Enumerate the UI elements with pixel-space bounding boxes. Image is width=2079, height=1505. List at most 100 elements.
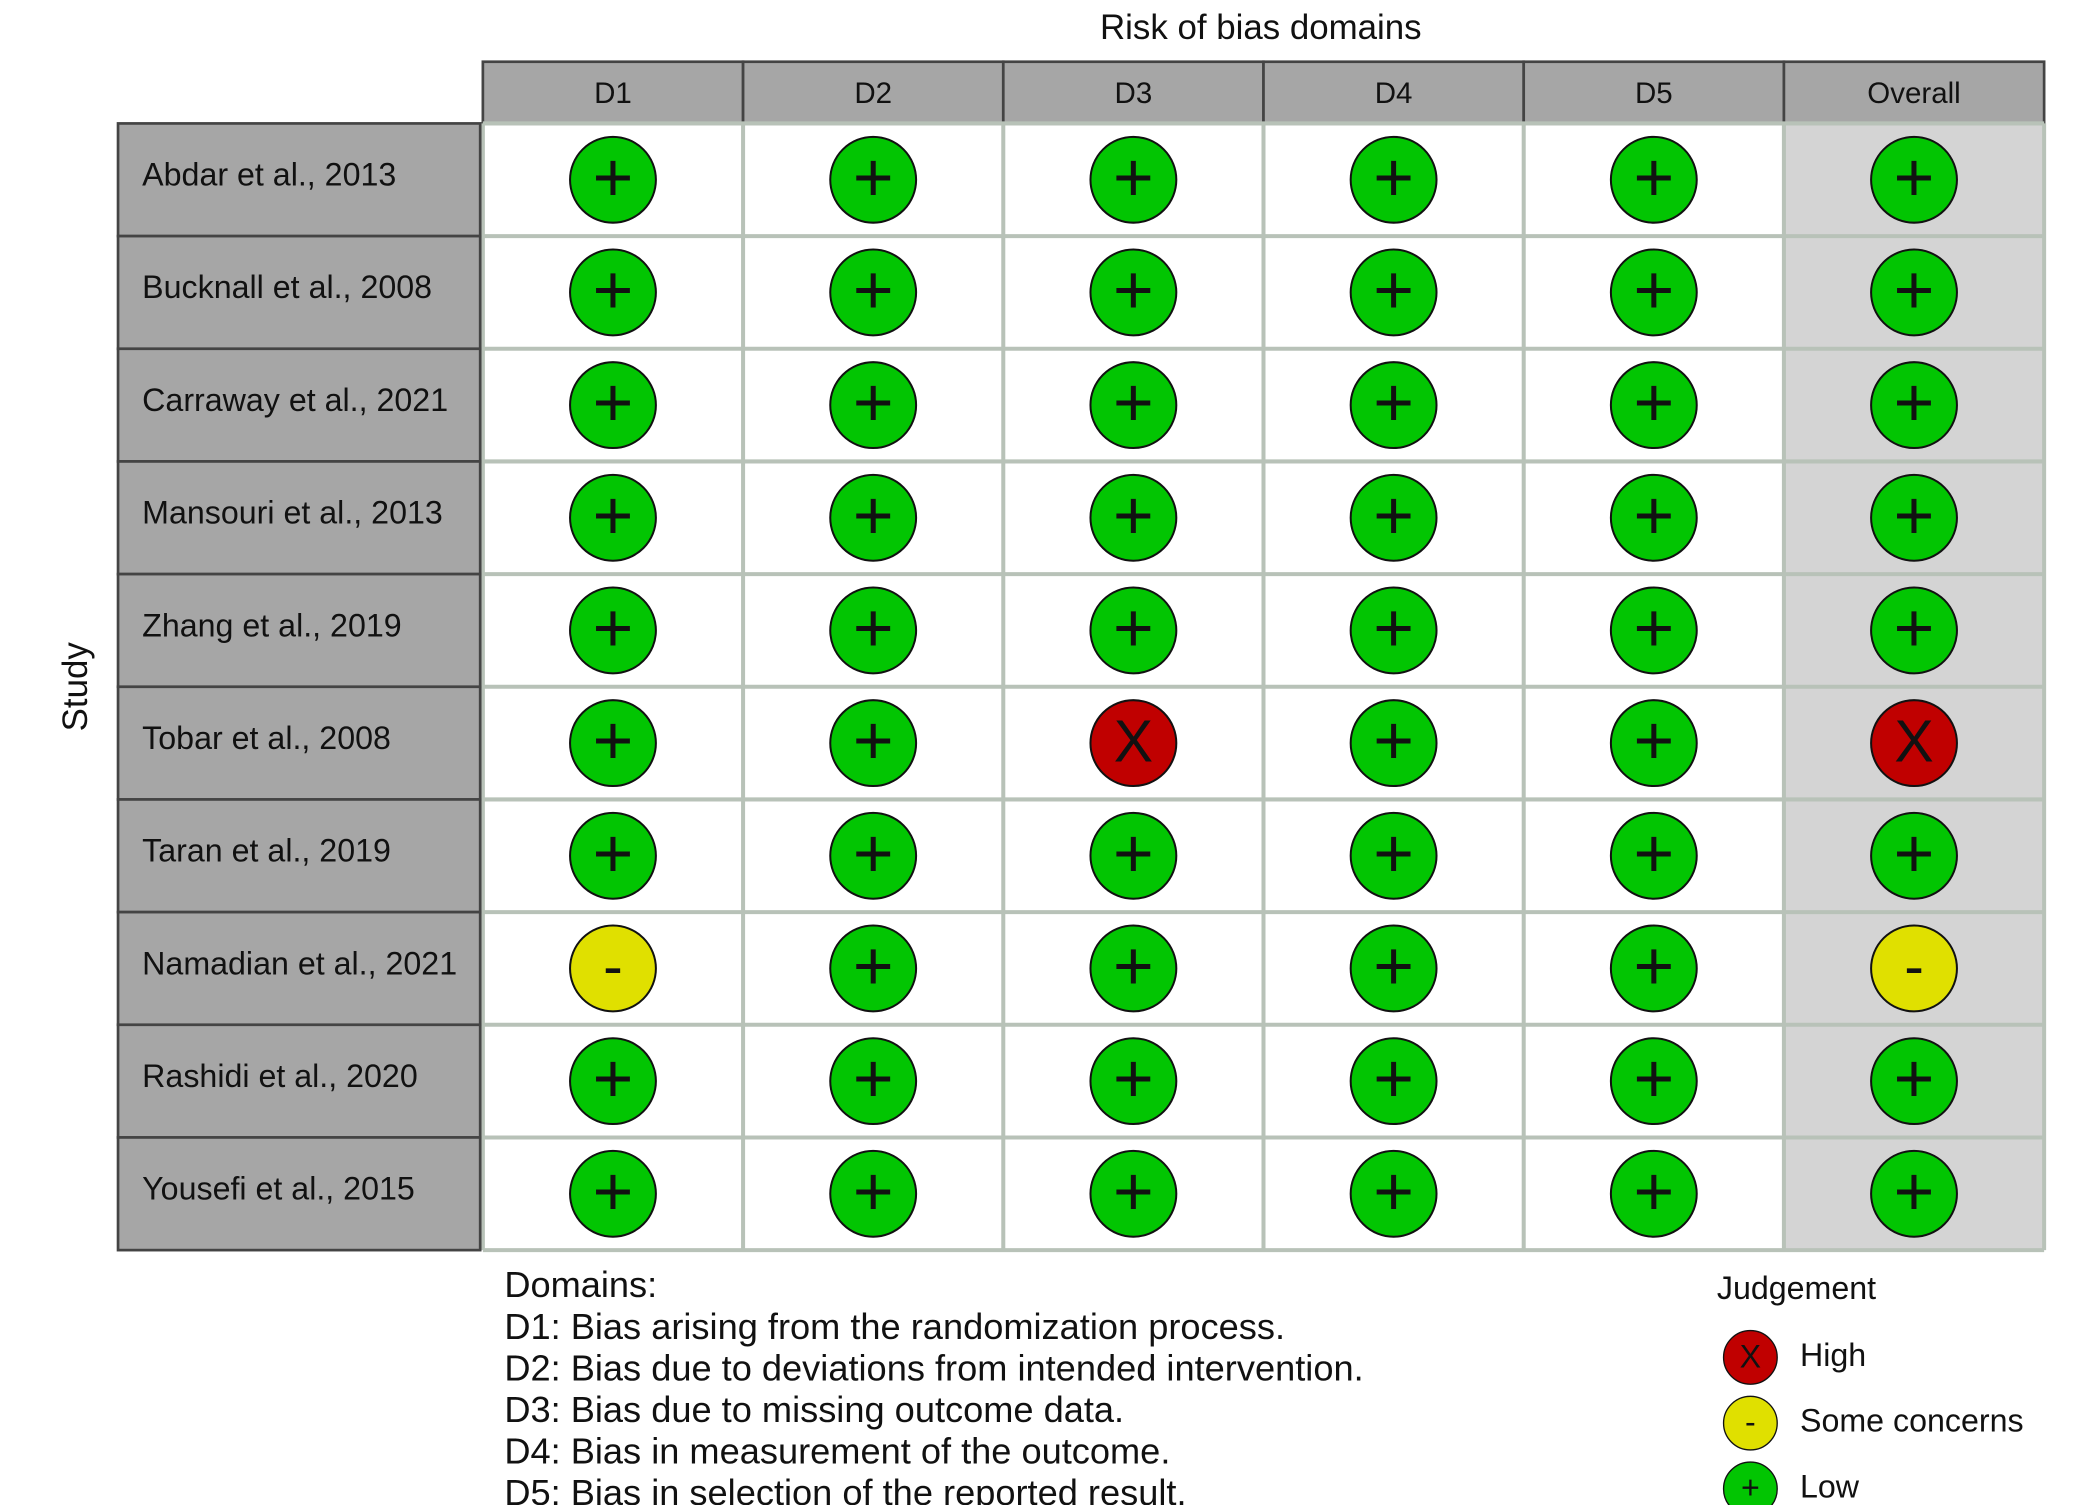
legend-symbol: X bbox=[1740, 1338, 1761, 1374]
judgement-symbol: + bbox=[1113, 476, 1154, 554]
judgement-circle bbox=[1349, 699, 1438, 788]
judgement-circle bbox=[1349, 586, 1438, 675]
study-cell bbox=[116, 347, 482, 463]
judgement-circle bbox=[1089, 1037, 1178, 1126]
judgement-symbol: + bbox=[1113, 814, 1154, 892]
judgement-circle bbox=[569, 924, 657, 1013]
judgement-symbol: + bbox=[1373, 927, 1414, 1005]
domain-description: D2: Bias due to deviations from intended… bbox=[504, 1347, 1363, 1388]
judgement-circle bbox=[829, 1037, 918, 1126]
judgement-circle bbox=[1349, 924, 1438, 1013]
domain-description: D4: Bias in measurement of the outcome. bbox=[504, 1431, 1170, 1472]
legend-title: Judgement bbox=[1717, 1270, 1876, 1306]
study-cell bbox=[116, 460, 482, 576]
judgement-circle bbox=[1349, 473, 1438, 562]
judgement-symbol: + bbox=[1633, 701, 1674, 779]
legend-swatch bbox=[1722, 1461, 1778, 1505]
judgement-circle bbox=[1349, 811, 1438, 900]
judgement-symbol: + bbox=[593, 814, 634, 892]
judgement-symbol: + bbox=[1894, 814, 1935, 892]
judgement-symbol: + bbox=[853, 701, 894, 779]
judgement-symbol: + bbox=[1633, 138, 1674, 216]
judgement-symbol: + bbox=[593, 701, 634, 779]
legend-symbol: + bbox=[1741, 1470, 1760, 1505]
legend-symbol: - bbox=[1745, 1404, 1756, 1440]
judgement-symbol: + bbox=[1113, 589, 1154, 667]
judgement-circle bbox=[569, 135, 657, 224]
judgement-circle bbox=[829, 586, 918, 675]
study-label: Carraway et al., 2021 bbox=[142, 382, 448, 418]
judgement-symbol: + bbox=[1373, 251, 1414, 329]
column-header: Overall bbox=[1867, 77, 1960, 110]
judgement-circle bbox=[829, 1149, 918, 1238]
judgement-circle bbox=[1089, 699, 1178, 788]
judgement-circle bbox=[829, 699, 918, 788]
judgement-symbol: + bbox=[593, 1152, 634, 1230]
judgement-circle bbox=[829, 248, 918, 337]
judgement-symbol: + bbox=[853, 1039, 894, 1117]
judgement-circle bbox=[1870, 586, 1958, 675]
judgement-symbol: + bbox=[1113, 927, 1154, 1005]
domain-description: D1: Bias arising from the randomization … bbox=[504, 1306, 1285, 1347]
judgement-symbol: - bbox=[603, 934, 623, 1000]
judgement-symbol: X bbox=[1114, 708, 1153, 774]
judgement-symbol: + bbox=[1373, 814, 1414, 892]
judgement-symbol: + bbox=[1633, 1039, 1674, 1117]
judgement-circle bbox=[1089, 135, 1178, 224]
judgement-circle bbox=[569, 1149, 657, 1238]
legend-swatch bbox=[1722, 1395, 1778, 1451]
judgement-symbol: + bbox=[1373, 701, 1414, 779]
judgement-symbol: + bbox=[853, 814, 894, 892]
domain-description: D5: Bias in selection of the reported re… bbox=[504, 1472, 1186, 1505]
judgement-circle bbox=[1609, 924, 1698, 1013]
judgement-circle bbox=[829, 361, 918, 450]
judgement-circle bbox=[1870, 135, 1958, 224]
study-label: Yousefi et al., 2015 bbox=[142, 1171, 415, 1207]
judgement-symbol: + bbox=[593, 1039, 634, 1117]
judgement-circle bbox=[1609, 361, 1698, 450]
study-cell bbox=[116, 798, 482, 914]
judgement-symbol: + bbox=[1633, 589, 1674, 667]
judgement-circle bbox=[1609, 811, 1698, 900]
judgement-symbol: + bbox=[593, 138, 634, 216]
judgement-circle bbox=[1870, 924, 1958, 1013]
judgement-symbol: + bbox=[853, 927, 894, 1005]
judgement-circle bbox=[569, 586, 657, 675]
judgement-circle bbox=[1089, 924, 1178, 1013]
judgement-symbol: + bbox=[1373, 1152, 1414, 1230]
judgement-symbol: + bbox=[1113, 1039, 1154, 1117]
judgement-circle bbox=[829, 811, 918, 900]
judgement-circle bbox=[569, 361, 657, 450]
study-cell bbox=[116, 910, 482, 1027]
judgement-circle bbox=[1609, 699, 1698, 788]
judgement-circle bbox=[1609, 586, 1698, 675]
judgement-circle bbox=[569, 811, 657, 900]
judgement-symbol: + bbox=[1113, 138, 1154, 216]
judgement-circle bbox=[829, 473, 918, 562]
judgement-circle bbox=[569, 1037, 657, 1126]
judgement-symbol: + bbox=[1633, 476, 1674, 554]
judgement-circle bbox=[1349, 248, 1438, 337]
judgement-circle bbox=[1609, 1149, 1698, 1238]
study-label: Rashidi et al., 2020 bbox=[142, 1058, 418, 1094]
judgement-circle bbox=[1609, 248, 1698, 337]
judgement-symbol: + bbox=[1894, 363, 1935, 441]
study-cell bbox=[116, 122, 482, 238]
judgement-symbol: + bbox=[1373, 363, 1414, 441]
judgement-circle bbox=[1870, 361, 1958, 450]
judgement-circle bbox=[1349, 1037, 1438, 1126]
judgement-symbol: + bbox=[1633, 1152, 1674, 1230]
judgement-symbol: + bbox=[853, 363, 894, 441]
judgement-symbol: + bbox=[1633, 927, 1674, 1005]
y-label: Study bbox=[56, 642, 95, 732]
judgement-symbol: + bbox=[1633, 251, 1674, 329]
judgement-symbol: + bbox=[1894, 476, 1935, 554]
judgement-circle bbox=[1609, 473, 1698, 562]
judgement-circle bbox=[1609, 1037, 1698, 1126]
judgement-circle bbox=[569, 473, 657, 562]
judgement-symbol: + bbox=[1633, 363, 1674, 441]
study-label: Zhang et al., 2019 bbox=[142, 607, 401, 643]
legend-label: Some concerns bbox=[1800, 1403, 2024, 1439]
judgement-circle bbox=[829, 924, 918, 1013]
